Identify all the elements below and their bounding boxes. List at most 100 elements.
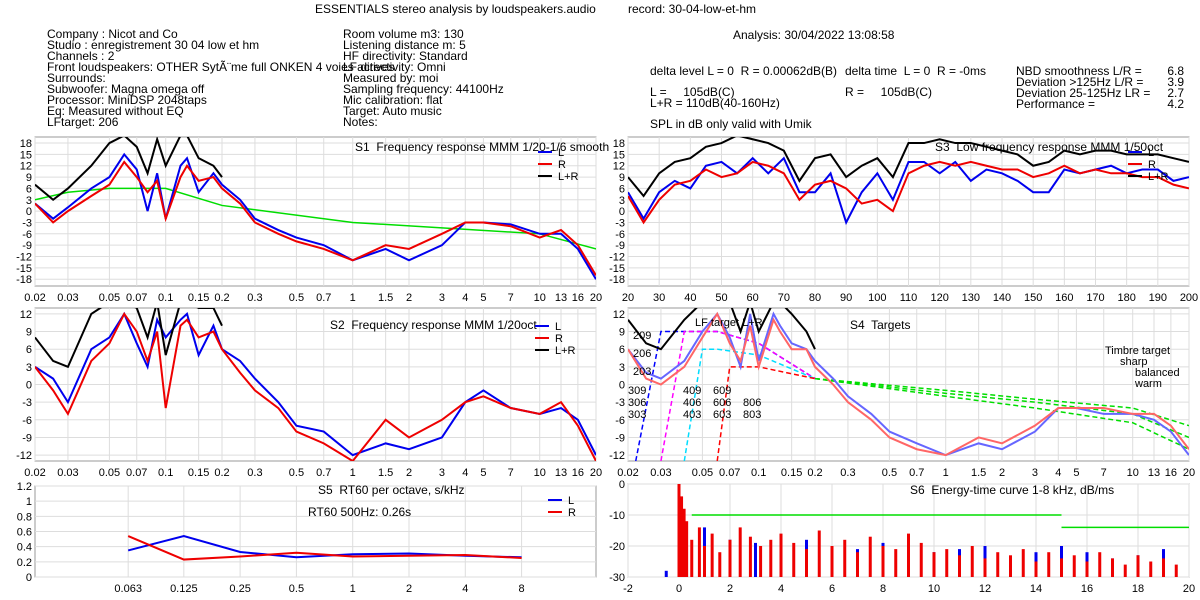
- y-tick-label: 12: [613, 309, 625, 321]
- x-tick-label: 8: [880, 583, 886, 595]
- x-tick-label: 0.7: [909, 467, 924, 479]
- x-tick-label: 0.15: [188, 292, 209, 304]
- annotation: 806: [743, 397, 761, 409]
- series-line: [35, 311, 596, 461]
- y-tick-label: 6: [26, 183, 32, 195]
- x-tick-label: 5: [1073, 467, 1079, 479]
- x-tick-label: 2: [406, 467, 412, 479]
- x-tick-label: 0.7: [316, 467, 331, 479]
- x-tick-label: 0.2: [807, 467, 822, 479]
- x-tick-label: 0.3: [247, 292, 262, 304]
- x-tick-label: 0.02: [617, 467, 638, 479]
- x-tick-label: 100: [868, 292, 886, 304]
- y-tick-label: 6: [619, 344, 625, 356]
- x-tick-label: 0.07: [126, 292, 147, 304]
- y-tick-label: 1.2: [17, 481, 32, 493]
- level-l: L = 105dB(C): [650, 85, 735, 99]
- info-line: Measured by: moi: [343, 71, 438, 85]
- target-line: [716, 366, 816, 461]
- y-tick-label: 3: [26, 362, 32, 374]
- x-tick-label: 0.05: [692, 467, 713, 479]
- y-tick-label: 0: [619, 479, 625, 491]
- x-tick-label: 90: [840, 292, 852, 304]
- x-tick-label: 0.1: [751, 467, 766, 479]
- x-tick-label: 16: [1081, 583, 1093, 595]
- info-line: LFtarget: 206: [47, 115, 119, 129]
- annotation: 309: [628, 385, 646, 397]
- plot: [628, 308, 1189, 461]
- x-tick-label: 3: [439, 292, 445, 304]
- x-tick-label: 130: [962, 292, 980, 304]
- x-tick-label: 10: [928, 583, 940, 595]
- info-line: Channels : 2: [47, 49, 115, 63]
- x-tick-label: 1.5: [971, 467, 986, 479]
- y-tick-label: 0.6: [17, 527, 32, 539]
- series-line: [35, 137, 223, 202]
- annotation: balanced: [1135, 367, 1180, 379]
- score-label: Deviation 25-125Hz LR =: [1016, 86, 1150, 100]
- score-label: Performance =: [1016, 97, 1095, 111]
- x-tick-label: 1.5: [378, 467, 393, 479]
- y-tick-label: 0: [26, 206, 32, 218]
- legend-label: L: [1148, 147, 1154, 159]
- info-line: LF directivity: Omni: [343, 60, 446, 74]
- x-tick-label: 0.2: [214, 292, 229, 304]
- info-line: Company : Nicot and Co: [47, 27, 178, 41]
- series-line: [35, 308, 223, 369]
- x-tick-label: 7: [508, 467, 514, 479]
- x-tick-label: 2: [406, 292, 412, 304]
- x-tick-label: 0.02: [24, 292, 45, 304]
- chart-title: S5 RT60 per octave, s/kHz: [318, 483, 465, 497]
- x-tick-label: 0.2: [214, 467, 229, 479]
- info-line: Sampling frequency: 44100Hz: [343, 82, 504, 96]
- x-tick-label: 160: [1055, 292, 1073, 304]
- record: record: 30-04-low-et-hm: [628, 2, 756, 16]
- target-line: [35, 187, 596, 250]
- y-tick-label: 12: [20, 161, 32, 173]
- level-r: R = 105dB(C): [845, 85, 932, 99]
- x-tick-label: 70: [778, 292, 790, 304]
- x-tick-label: 0.07: [126, 467, 147, 479]
- y-tick-label: -18: [609, 274, 625, 286]
- x-tick-label: 4: [462, 292, 468, 304]
- info-line: Subwoofer: Magna omega off: [47, 82, 205, 96]
- annotation: 206: [633, 348, 651, 360]
- legend-label: L+R: [1148, 171, 1169, 183]
- x-tick-label: 20: [590, 292, 602, 304]
- score-value: 6.8: [1167, 64, 1184, 78]
- x-tick-label: 5: [480, 292, 486, 304]
- chart-title: S1 Frequency response MMM 1/20-1/6 smoot…: [355, 140, 609, 154]
- legend-label: R: [555, 333, 563, 345]
- x-tick-label: 50: [715, 292, 727, 304]
- annotation: sharp: [1120, 356, 1148, 368]
- x-tick-label: 0.03: [57, 467, 78, 479]
- y-tick-label: -3: [22, 397, 32, 409]
- annotation: 603: [713, 409, 731, 421]
- x-tick-label: 1: [350, 583, 356, 595]
- x-tick-label: 0.1: [158, 292, 173, 304]
- x-tick-label: 60: [747, 292, 759, 304]
- annotation: 409: [683, 385, 701, 397]
- x-tick-label: 4: [462, 467, 468, 479]
- info-line: Listening distance m: 5: [343, 38, 466, 52]
- x-tick-label: 8: [519, 583, 525, 595]
- x-tick-label: 2: [406, 583, 412, 595]
- y-tick-label: -6: [615, 415, 625, 427]
- y-tick-label: -9: [615, 432, 625, 444]
- x-tick-label: 1: [350, 467, 356, 479]
- legend-label: R: [568, 507, 576, 519]
- x-tick-label: 14: [1030, 583, 1042, 595]
- x-tick-label: 0.5: [289, 467, 304, 479]
- x-tick-label: 3: [1032, 467, 1038, 479]
- info-line: Eq: Measured without EQ: [47, 104, 184, 118]
- x-tick-label: 0.1: [158, 467, 173, 479]
- x-tick-label: 13: [555, 467, 567, 479]
- x-tick-label: 0.5: [289, 292, 304, 304]
- target-line: [683, 348, 816, 461]
- y-tick-label: 0.2: [17, 557, 32, 569]
- y-tick-label: 3: [619, 362, 625, 374]
- x-tick-label: 0.05: [99, 467, 120, 479]
- info-line: Studio : enregistrement 30 04 low et hm: [47, 38, 259, 52]
- y-tick-label: -6: [22, 415, 32, 427]
